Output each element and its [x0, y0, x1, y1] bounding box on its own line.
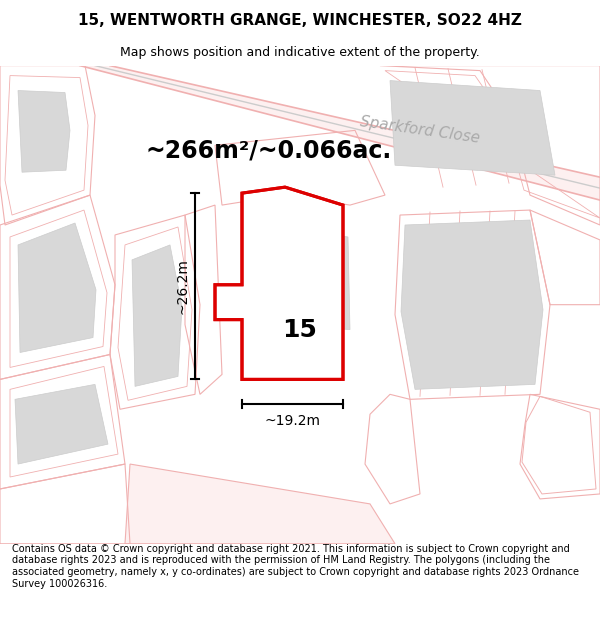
Polygon shape	[401, 220, 543, 389]
Polygon shape	[215, 187, 343, 379]
Text: Contains OS data © Crown copyright and database right 2021. This information is : Contains OS data © Crown copyright and d…	[12, 544, 579, 589]
Text: 15, WENTWORTH GRANGE, WINCHESTER, SO22 4HZ: 15, WENTWORTH GRANGE, WINCHESTER, SO22 4…	[78, 13, 522, 28]
Text: ~19.2m: ~19.2m	[265, 414, 320, 428]
Text: 15: 15	[283, 318, 317, 342]
Polygon shape	[278, 227, 350, 329]
Polygon shape	[282, 205, 340, 329]
Polygon shape	[18, 91, 70, 172]
Polygon shape	[15, 384, 108, 464]
Polygon shape	[18, 223, 96, 352]
Text: Map shows position and indicative extent of the property.: Map shows position and indicative extent…	[120, 46, 480, 59]
Polygon shape	[125, 464, 395, 544]
Text: ~26.2m: ~26.2m	[175, 258, 189, 314]
Text: ~266m²/~0.066ac.: ~266m²/~0.066ac.	[145, 138, 391, 162]
Polygon shape	[80, 66, 600, 200]
Polygon shape	[390, 81, 555, 175]
Polygon shape	[132, 245, 182, 386]
Text: Sparkford Close: Sparkford Close	[359, 114, 481, 146]
